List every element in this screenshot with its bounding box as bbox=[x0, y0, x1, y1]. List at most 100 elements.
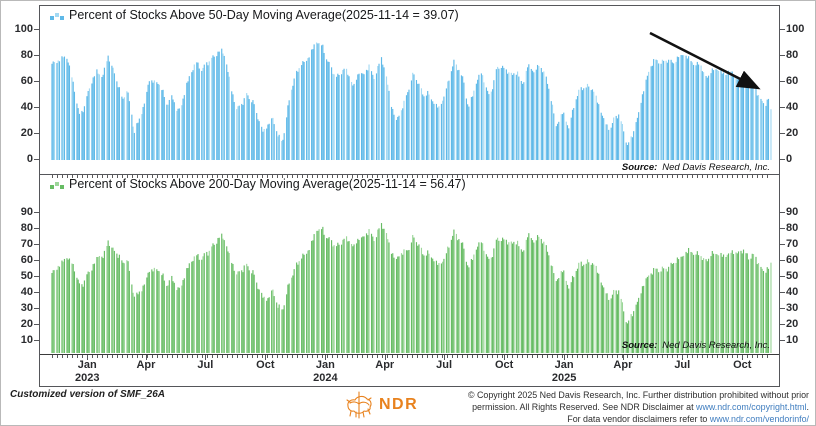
y-axis-tick bbox=[34, 276, 39, 277]
x-axis-quarter-tick bbox=[564, 355, 566, 360]
x-axis-label: Oct bbox=[494, 359, 514, 371]
copyright-link[interactable]: www.ndr.com/copyright.html bbox=[696, 402, 807, 413]
y-axis-label: 60 bbox=[20, 75, 33, 87]
y-axis-label: 20 bbox=[20, 127, 33, 139]
y-axis-label: 50 bbox=[786, 270, 799, 282]
y-axis-label: 40 bbox=[20, 286, 33, 298]
x-axis-quarter-tick bbox=[682, 355, 684, 360]
x-axis-label: Jul bbox=[436, 359, 453, 371]
y-axis-label: 100 bbox=[786, 23, 805, 35]
y-axis-tick bbox=[780, 29, 785, 30]
y-axis-label: 80 bbox=[20, 49, 33, 61]
y-axis-label: 90 bbox=[20, 206, 33, 218]
y-axis-tick bbox=[780, 324, 785, 325]
y-axis-tick bbox=[34, 244, 39, 245]
y-axis-tick bbox=[780, 159, 785, 160]
panel-50day: Percent of Stocks Above 50-Day Moving Av… bbox=[40, 6, 779, 175]
y-axis-tick bbox=[34, 228, 39, 229]
y-axis-tick bbox=[780, 276, 785, 277]
panel-50day-title-row: Percent of Stocks Above 50-Day Moving Av… bbox=[50, 8, 459, 22]
chart-frame: Percent of Stocks Above 50-Day Moving Av… bbox=[39, 5, 780, 387]
x-axis-quarter-tick bbox=[742, 355, 744, 360]
x-axis-quarter-tick bbox=[444, 355, 446, 360]
y-axis-label: 40 bbox=[786, 101, 799, 113]
y-axis-label: 40 bbox=[20, 101, 33, 113]
y-axis-tick bbox=[780, 133, 785, 134]
y-axis-label: 60 bbox=[786, 254, 799, 266]
y-axis-tick bbox=[780, 81, 785, 82]
copyright-line-3: For data vendor disclaimers refer to www… bbox=[567, 414, 809, 425]
y-axis-tick bbox=[34, 340, 39, 341]
y-axis-label: 10 bbox=[786, 334, 799, 346]
ndr-bull-bear-icon bbox=[346, 391, 372, 419]
bar-legend-icon bbox=[50, 11, 64, 20]
y-axis-tick bbox=[34, 55, 39, 56]
y-axis-label: 20 bbox=[20, 318, 33, 330]
y-axis-tick bbox=[34, 81, 39, 82]
custom-note: Customized version of SMF_26A bbox=[10, 389, 166, 400]
y-axis-tick bbox=[34, 29, 39, 30]
footer: Customized version of SMF_26A NDR © Copy… bbox=[1, 389, 815, 425]
x-axis-label: Apr bbox=[613, 359, 633, 371]
x-axis-quarter-tick bbox=[265, 355, 267, 360]
y-axis-tick bbox=[780, 340, 785, 341]
y-axis-label: 80 bbox=[786, 222, 799, 234]
y-axis-label: 60 bbox=[786, 75, 799, 87]
x-axis-quarter-tick bbox=[145, 355, 147, 360]
source-note: Source: Ned Davis Research, Inc. bbox=[622, 162, 770, 173]
x-axis-minor-ticks bbox=[52, 355, 771, 358]
panel-200day-title: Percent of Stocks Above 200-Day Moving A… bbox=[69, 177, 466, 191]
y-axis-label: 0 bbox=[786, 153, 793, 165]
y-axis-tick bbox=[34, 107, 39, 108]
y-axis-tick bbox=[34, 292, 39, 293]
y-axis-label: 60 bbox=[20, 254, 33, 266]
bars-series bbox=[51, 223, 772, 353]
y-axis-label: 40 bbox=[786, 286, 799, 298]
y-axis-label: 0 bbox=[26, 153, 33, 165]
x-axis-quarter-tick bbox=[622, 355, 624, 360]
copyright-line-1: © Copyright 2025 Ned Davis Research, Inc… bbox=[468, 390, 809, 400]
x-axis-label: Apr bbox=[375, 359, 395, 371]
source-value: Ned Davis Research, Inc. bbox=[662, 340, 770, 351]
source-label: Source: bbox=[621, 340, 658, 351]
y-axis-tick bbox=[34, 308, 39, 309]
x-axis: Jan 2023 Apr Jul Oct Jan 2024 Apr Jul Oct Jan 2025 A… bbox=[40, 355, 779, 385]
y-axis-label: 20 bbox=[786, 127, 799, 139]
y-axis-tick bbox=[34, 260, 39, 261]
y-axis-tick bbox=[780, 308, 785, 309]
x-axis-label: Jul bbox=[197, 359, 214, 371]
y-axis-tick bbox=[780, 292, 785, 293]
x-axis-label: Jan 2023 bbox=[74, 359, 100, 384]
source-note: Source: Ned Davis Research, Inc. bbox=[622, 340, 770, 351]
x-axis-label: Jul bbox=[674, 359, 691, 371]
x-axis-quarter-tick bbox=[384, 355, 386, 360]
y-axis-tick bbox=[34, 133, 39, 134]
y-axis-label: 20 bbox=[786, 318, 799, 330]
y-axis-label: 80 bbox=[20, 222, 33, 234]
bar-legend-icon bbox=[50, 180, 64, 189]
y-axis-label: 100 bbox=[14, 23, 33, 35]
y-axis-tick bbox=[780, 107, 785, 108]
x-axis-label: Oct bbox=[733, 359, 752, 371]
vendorinfo-link[interactable]: www.ndr.com/vendorinfo/ bbox=[709, 414, 809, 425]
y-axis-tick bbox=[780, 228, 785, 229]
x-axis-quarter-tick bbox=[325, 355, 327, 360]
y-axis-label: 30 bbox=[20, 302, 33, 314]
x-axis-quarter-tick bbox=[87, 355, 89, 360]
y-axis-tick bbox=[780, 244, 785, 245]
y-axis-tick bbox=[34, 324, 39, 325]
y-axis-tick bbox=[34, 212, 39, 213]
bars-series bbox=[51, 42, 772, 161]
y-axis-tick bbox=[780, 55, 785, 56]
x-axis-label: Jan 2025 bbox=[551, 359, 577, 384]
y-axis-label: 30 bbox=[786, 302, 799, 314]
y-axis-label: 70 bbox=[786, 238, 799, 250]
source-value: Ned Davis Research, Inc. bbox=[662, 162, 770, 173]
ndr-logo-text: NDR bbox=[379, 396, 419, 413]
y-axis-tick bbox=[34, 159, 39, 160]
y-axis-tick bbox=[780, 260, 785, 261]
x-axis-quarter-tick bbox=[504, 355, 506, 360]
y-axis-label: 80 bbox=[786, 49, 799, 61]
x-axis-label: Apr bbox=[136, 359, 156, 371]
